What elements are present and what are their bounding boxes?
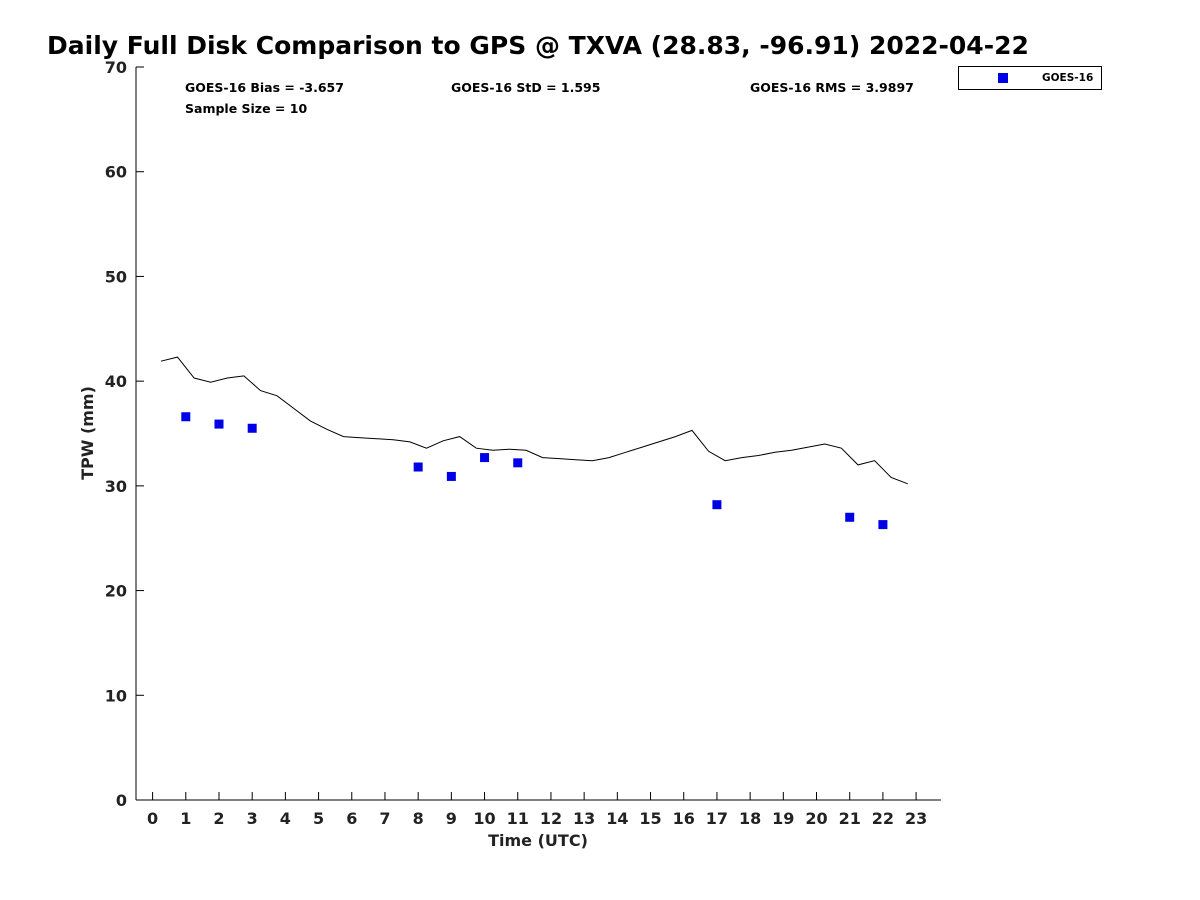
stat-std: GOES-16 StD = 1.595 <box>451 80 600 95</box>
x-tick-label-15: 15 <box>639 809 661 828</box>
x-tick-label-14: 14 <box>606 809 628 828</box>
goes16-point-0 <box>181 412 191 422</box>
x-tick-label-5: 5 <box>313 809 324 828</box>
y-tick-label-40: 40 <box>105 372 127 391</box>
x-tick-label-17: 17 <box>706 809 728 828</box>
y-tick-label-10: 10 <box>105 686 127 705</box>
stat-sample-size: Sample Size = 10 <box>185 101 307 116</box>
x-tick-label-20: 20 <box>805 809 827 828</box>
legend-box <box>958 66 1102 90</box>
x-axis-label: Time (UTC) <box>488 831 588 850</box>
gps-reference-line <box>160 356 908 485</box>
goes16-point-7 <box>712 500 722 510</box>
x-tick-label-22: 22 <box>872 809 894 828</box>
legend-marker-goes16 <box>998 73 1008 83</box>
goes16-point-2 <box>247 423 257 433</box>
y-tick-label-20: 20 <box>105 582 127 601</box>
x-tick-label-9: 9 <box>446 809 457 828</box>
stats-panel: GOES-16 Bias = -3.657 GOES-16 StD = 1.59… <box>185 80 914 116</box>
y-tick-label-30: 30 <box>105 477 127 496</box>
goes16-point-8 <box>845 512 855 522</box>
x-tick-label-8: 8 <box>413 809 424 828</box>
x-tick-label-1: 1 <box>180 809 191 828</box>
goes16-point-4 <box>446 471 456 481</box>
goes16-point-3 <box>413 462 423 472</box>
stat-bias: GOES-16 Bias = -3.657 <box>185 80 344 95</box>
x-tick-label-21: 21 <box>839 809 861 828</box>
y-tick-label-50: 50 <box>105 267 127 286</box>
x-tick-label-2: 2 <box>213 809 224 828</box>
x-tick-label-19: 19 <box>772 809 794 828</box>
stat-rms: GOES-16 RMS = 3.9897 <box>750 80 914 95</box>
x-tick-label-23: 23 <box>905 809 927 828</box>
x-tick-label-16: 16 <box>673 809 695 828</box>
x-tick-label-12: 12 <box>540 809 562 828</box>
y-tick-label-70: 70 <box>105 58 127 77</box>
y-axis-label: TPW (mm) <box>78 386 97 480</box>
legend: GOES-16 <box>958 66 1102 90</box>
x-tick-label-10: 10 <box>473 809 495 828</box>
x-tick-label-4: 4 <box>280 809 291 828</box>
x-tick-label-13: 13 <box>573 809 595 828</box>
x-tick-label-3: 3 <box>247 809 258 828</box>
goes16-point-1 <box>214 419 224 429</box>
x-tick-label-18: 18 <box>739 809 761 828</box>
x-tick-label-6: 6 <box>346 809 357 828</box>
x-tick-label-11: 11 <box>507 809 529 828</box>
goes16-point-5 <box>480 453 490 463</box>
x-tick-label-0: 0 <box>147 809 158 828</box>
chart-title: Daily Full Disk Comparison to GPS @ TXVA… <box>47 31 1029 60</box>
goes16-point-6 <box>513 458 523 468</box>
goes16-point-9 <box>878 520 888 530</box>
legend-label-goes16: GOES-16 <box>1042 72 1093 84</box>
y-tick-label-60: 60 <box>105 163 127 182</box>
y-tick-label-0: 0 <box>116 791 127 810</box>
x-tick-label-7: 7 <box>379 809 390 828</box>
